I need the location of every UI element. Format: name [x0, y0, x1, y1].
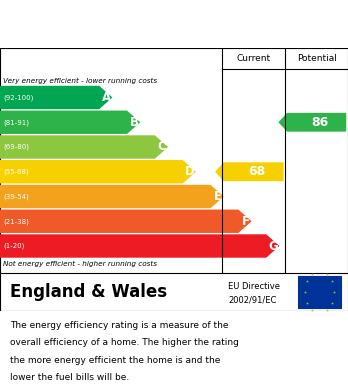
Text: (55-68): (55-68) — [3, 169, 29, 175]
Polygon shape — [0, 234, 279, 258]
Text: England & Wales: England & Wales — [10, 283, 168, 301]
Polygon shape — [0, 210, 252, 233]
Bar — [298, 276, 341, 308]
Text: (81-91): (81-91) — [3, 119, 30, 126]
Text: (69-80): (69-80) — [3, 144, 30, 150]
Polygon shape — [278, 113, 346, 132]
Text: G: G — [268, 240, 278, 253]
Text: (39-54): (39-54) — [3, 193, 29, 200]
Text: 68: 68 — [248, 165, 266, 178]
Text: overall efficiency of a home. The higher the rating: overall efficiency of a home. The higher… — [10, 338, 239, 347]
Text: B: B — [129, 116, 139, 129]
Text: EU Directive: EU Directive — [228, 282, 280, 291]
Text: (1-20): (1-20) — [3, 243, 25, 249]
Text: D: D — [184, 165, 194, 178]
Polygon shape — [215, 162, 284, 181]
Polygon shape — [0, 111, 140, 134]
Text: Not energy efficient - higher running costs: Not energy efficient - higher running co… — [3, 261, 157, 267]
Text: F: F — [242, 215, 250, 228]
Text: The energy efficiency rating is a measure of the: The energy efficiency rating is a measur… — [10, 321, 229, 330]
Polygon shape — [0, 185, 224, 208]
Polygon shape — [0, 160, 196, 183]
Text: Current: Current — [237, 54, 271, 63]
Text: C: C — [158, 140, 166, 154]
Text: (21-38): (21-38) — [3, 218, 29, 224]
Text: Energy Efficiency Rating: Energy Efficiency Rating — [69, 25, 279, 41]
Polygon shape — [0, 135, 168, 159]
Text: Very energy efficient - lower running costs: Very energy efficient - lower running co… — [3, 78, 157, 84]
Text: (92-100): (92-100) — [3, 94, 34, 101]
Text: E: E — [214, 190, 222, 203]
Text: Potential: Potential — [297, 54, 337, 63]
Text: lower the fuel bills will be.: lower the fuel bills will be. — [10, 373, 130, 382]
Text: A: A — [102, 91, 111, 104]
Text: 86: 86 — [311, 116, 329, 129]
Text: the more energy efficient the home is and the: the more energy efficient the home is an… — [10, 356, 221, 365]
Polygon shape — [0, 86, 112, 109]
Text: 2002/91/EC: 2002/91/EC — [228, 295, 276, 304]
